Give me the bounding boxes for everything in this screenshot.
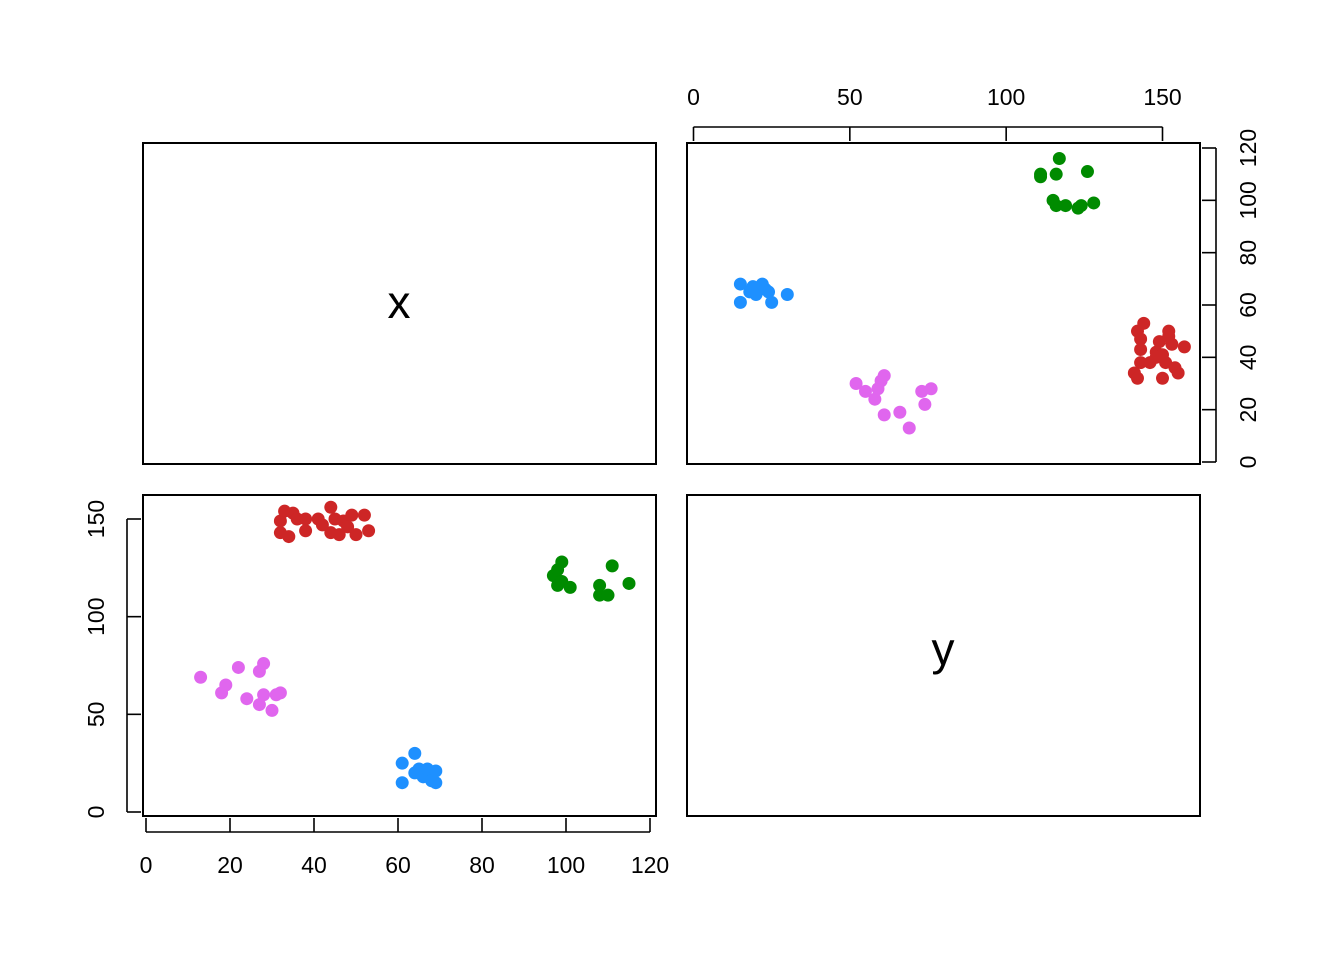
diagonal-label-x: x bbox=[388, 276, 411, 328]
bottom-axis-tick-label: 60 bbox=[385, 852, 411, 878]
data-point bbox=[858, 384, 872, 398]
data-point bbox=[273, 686, 287, 700]
data-point bbox=[395, 776, 409, 790]
data-point bbox=[733, 295, 747, 309]
right-axis-tick-label: 120 bbox=[1235, 129, 1261, 167]
data-point bbox=[1134, 332, 1148, 346]
data-point bbox=[593, 578, 607, 592]
data-point bbox=[780, 288, 794, 302]
data-point bbox=[1177, 340, 1191, 354]
data-point bbox=[733, 277, 747, 291]
top-axis-tick-label: 150 bbox=[1143, 84, 1181, 110]
data-point bbox=[563, 580, 577, 594]
data-point bbox=[1074, 199, 1088, 213]
data-point bbox=[1052, 151, 1066, 165]
diagonal-label-y: y bbox=[932, 623, 955, 675]
left-axis-tick-label: 0 bbox=[83, 806, 109, 819]
points-top-right bbox=[733, 151, 1191, 435]
data-point bbox=[290, 512, 304, 526]
data-point bbox=[1049, 199, 1063, 213]
right-axis-tick-label: 0 bbox=[1235, 456, 1261, 469]
panel-frame-bottom-right bbox=[686, 494, 1201, 817]
left-axis-tick-label: 50 bbox=[83, 702, 109, 728]
data-point bbox=[765, 295, 779, 309]
top-axis: 0 50 100 150 bbox=[687, 84, 1182, 141]
left-axis-tick-label: 150 bbox=[83, 500, 109, 538]
data-point bbox=[1137, 316, 1151, 330]
right-axis-tick-label: 20 bbox=[1235, 397, 1261, 423]
bottom-axis-tick-label: 0 bbox=[140, 852, 153, 878]
data-point bbox=[1149, 350, 1163, 364]
data-point bbox=[265, 703, 279, 717]
data-point bbox=[429, 764, 443, 778]
data-point bbox=[918, 397, 932, 411]
data-point bbox=[849, 377, 863, 390]
data-point bbox=[395, 756, 409, 770]
data-point bbox=[282, 530, 296, 544]
left-axis: 0 50 100 150 bbox=[83, 500, 141, 819]
data-point bbox=[902, 421, 916, 435]
points-bottom-left bbox=[194, 500, 636, 790]
data-point bbox=[252, 698, 266, 712]
data-point bbox=[257, 657, 271, 671]
bottom-axis-tick-label: 100 bbox=[547, 852, 585, 878]
top-axis-tick-label: 100 bbox=[987, 84, 1025, 110]
data-point bbox=[357, 508, 371, 522]
data-point bbox=[362, 524, 376, 538]
data-point bbox=[555, 555, 569, 569]
data-point bbox=[868, 392, 882, 406]
panel-frame-top-right bbox=[686, 142, 1201, 465]
left-axis-tick-label: 100 bbox=[83, 597, 109, 635]
data-point bbox=[877, 408, 891, 422]
top-axis-tick-label: 0 bbox=[687, 84, 700, 110]
data-point bbox=[345, 508, 359, 522]
top-axis-tick-label: 50 bbox=[837, 84, 863, 110]
data-point bbox=[231, 660, 245, 674]
data-point bbox=[1059, 199, 1073, 213]
data-point bbox=[622, 576, 636, 590]
data-point bbox=[893, 405, 907, 419]
bottom-axis-tick-label: 40 bbox=[301, 852, 327, 878]
data-point bbox=[219, 678, 233, 692]
data-point bbox=[1162, 329, 1176, 343]
data-point bbox=[349, 528, 363, 542]
data-point bbox=[341, 520, 355, 534]
data-point bbox=[257, 688, 271, 702]
data-point bbox=[332, 528, 346, 542]
data-point bbox=[1134, 342, 1148, 356]
right-axis-tick-label: 100 bbox=[1235, 181, 1261, 219]
data-point bbox=[1087, 196, 1101, 210]
right-axis: 0 20 40 60 80 100 120 bbox=[1202, 129, 1261, 469]
data-point bbox=[324, 500, 338, 514]
bottom-axis: 0 20 40 60 80 100 120 bbox=[140, 818, 669, 878]
data-point bbox=[1080, 165, 1094, 179]
data-point bbox=[1156, 371, 1169, 385]
data-point bbox=[429, 776, 443, 790]
data-point bbox=[194, 670, 208, 684]
data-point bbox=[1034, 167, 1048, 181]
data-point bbox=[877, 369, 891, 383]
right-axis-tick-label: 40 bbox=[1235, 345, 1261, 371]
data-point bbox=[299, 524, 313, 538]
data-point bbox=[1134, 356, 1148, 370]
bottom-axis-tick-label: 20 bbox=[217, 852, 243, 878]
data-point bbox=[315, 518, 329, 532]
data-point bbox=[1130, 371, 1144, 385]
data-point bbox=[605, 559, 619, 573]
data-point bbox=[273, 514, 287, 528]
data-point bbox=[1049, 167, 1063, 181]
right-axis-tick-label: 80 bbox=[1235, 240, 1261, 266]
data-point bbox=[240, 692, 254, 706]
bottom-axis-tick-label: 120 bbox=[631, 852, 669, 878]
data-point bbox=[762, 285, 776, 299]
panel-frame-bottom-left bbox=[142, 494, 657, 817]
data-point bbox=[1171, 366, 1185, 380]
data-point bbox=[924, 382, 938, 396]
bottom-axis-tick-label: 80 bbox=[469, 852, 495, 878]
data-point bbox=[408, 746, 422, 760]
right-axis-tick-label: 60 bbox=[1235, 292, 1261, 318]
panel-frame-top-left bbox=[142, 142, 657, 465]
data-point bbox=[601, 588, 615, 602]
